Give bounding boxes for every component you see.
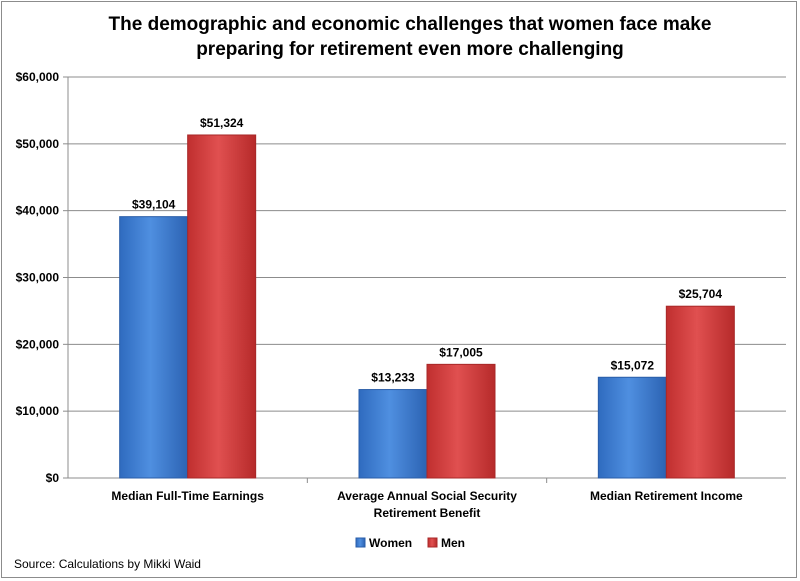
bar-men-2 bbox=[426, 363, 496, 479]
x-category-label: Median Retirement Income bbox=[590, 489, 743, 503]
data-label: $17,005 bbox=[439, 345, 483, 359]
y-tick-label: $10,000 bbox=[16, 404, 60, 418]
data-label: $13,233 bbox=[371, 371, 415, 385]
bar-women-2 bbox=[358, 389, 428, 479]
y-tick-label: $30,000 bbox=[16, 271, 60, 285]
bar-men-3 bbox=[665, 305, 735, 479]
legend-label-women: Women bbox=[369, 536, 412, 550]
data-label: $51,324 bbox=[200, 116, 244, 130]
legend-swatch-women bbox=[355, 537, 366, 548]
bar-women-3 bbox=[597, 376, 667, 479]
legend-label-men: Men bbox=[441, 536, 465, 550]
bar-men-1 bbox=[187, 134, 257, 479]
x-category-label: Retirement Benefit bbox=[374, 506, 481, 520]
y-tick-label: $20,000 bbox=[16, 337, 60, 351]
y-tick-label: $0 bbox=[46, 471, 60, 485]
legend-swatch-men bbox=[427, 537, 438, 548]
chart-title-line-2: preparing for retirement even more chall… bbox=[196, 39, 624, 60]
source-note: Source: Calculations by Mikki Waid bbox=[14, 557, 201, 571]
x-category-label: Average Annual Social Security bbox=[337, 489, 517, 503]
chart-title-line-1: The demographic and economic challenges … bbox=[108, 14, 712, 35]
data-label: $25,704 bbox=[679, 287, 723, 301]
x-category-label: Median Full-Time Earnings bbox=[111, 489, 264, 503]
data-label: $15,072 bbox=[611, 358, 655, 372]
y-tick-label: $40,000 bbox=[16, 204, 60, 218]
bar-women-1 bbox=[119, 216, 189, 479]
data-label: $39,104 bbox=[132, 198, 176, 212]
y-tick-label: $50,000 bbox=[16, 137, 60, 151]
y-tick-label: $60,000 bbox=[16, 70, 60, 84]
